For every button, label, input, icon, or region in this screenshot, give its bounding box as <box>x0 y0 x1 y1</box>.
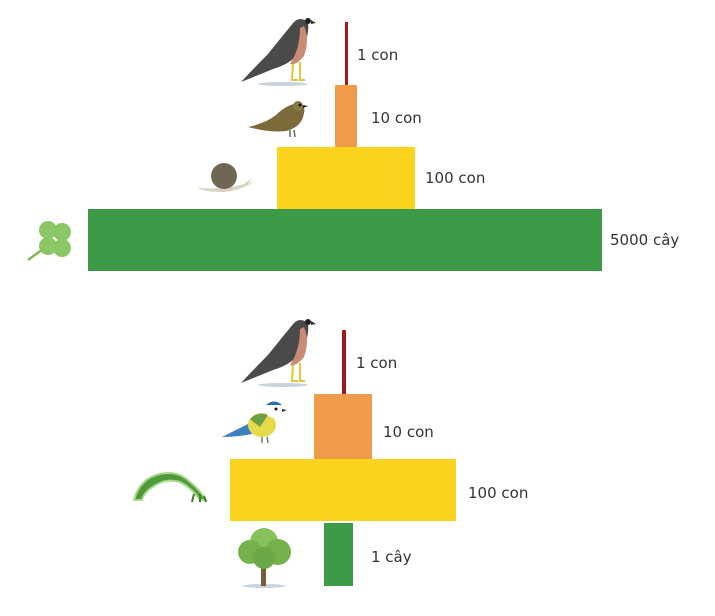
bar-thrush <box>335 85 357 147</box>
label-hawk: 1 con <box>356 354 398 372</box>
tree-icon <box>238 528 291 588</box>
thrush-icon <box>248 101 308 138</box>
label-clover: 5000 cây <box>610 231 680 249</box>
bar-hawk <box>342 330 346 394</box>
bar-blue-tit <box>314 394 372 459</box>
snail-icon <box>198 163 256 192</box>
bar-snail <box>277 147 415 209</box>
clover-icon <box>27 221 71 262</box>
label-blue-tit: 10 con <box>383 423 434 441</box>
label-hawk: 1 con <box>357 46 399 64</box>
bar-tree <box>324 523 353 586</box>
bar-hawk <box>345 22 348 85</box>
bar-caterpillar <box>230 459 456 521</box>
bar-clover <box>88 209 602 271</box>
label-thrush: 10 con <box>371 109 422 127</box>
label-caterpillar: 100 con <box>468 484 529 502</box>
label-tree: 1 cây <box>371 548 412 566</box>
hawk-icon <box>241 18 316 86</box>
blue-tit-icon <box>222 400 287 444</box>
label-snail: 100 con <box>425 169 486 187</box>
caterpillar-icon <box>132 472 208 503</box>
hawk-icon <box>241 319 316 387</box>
